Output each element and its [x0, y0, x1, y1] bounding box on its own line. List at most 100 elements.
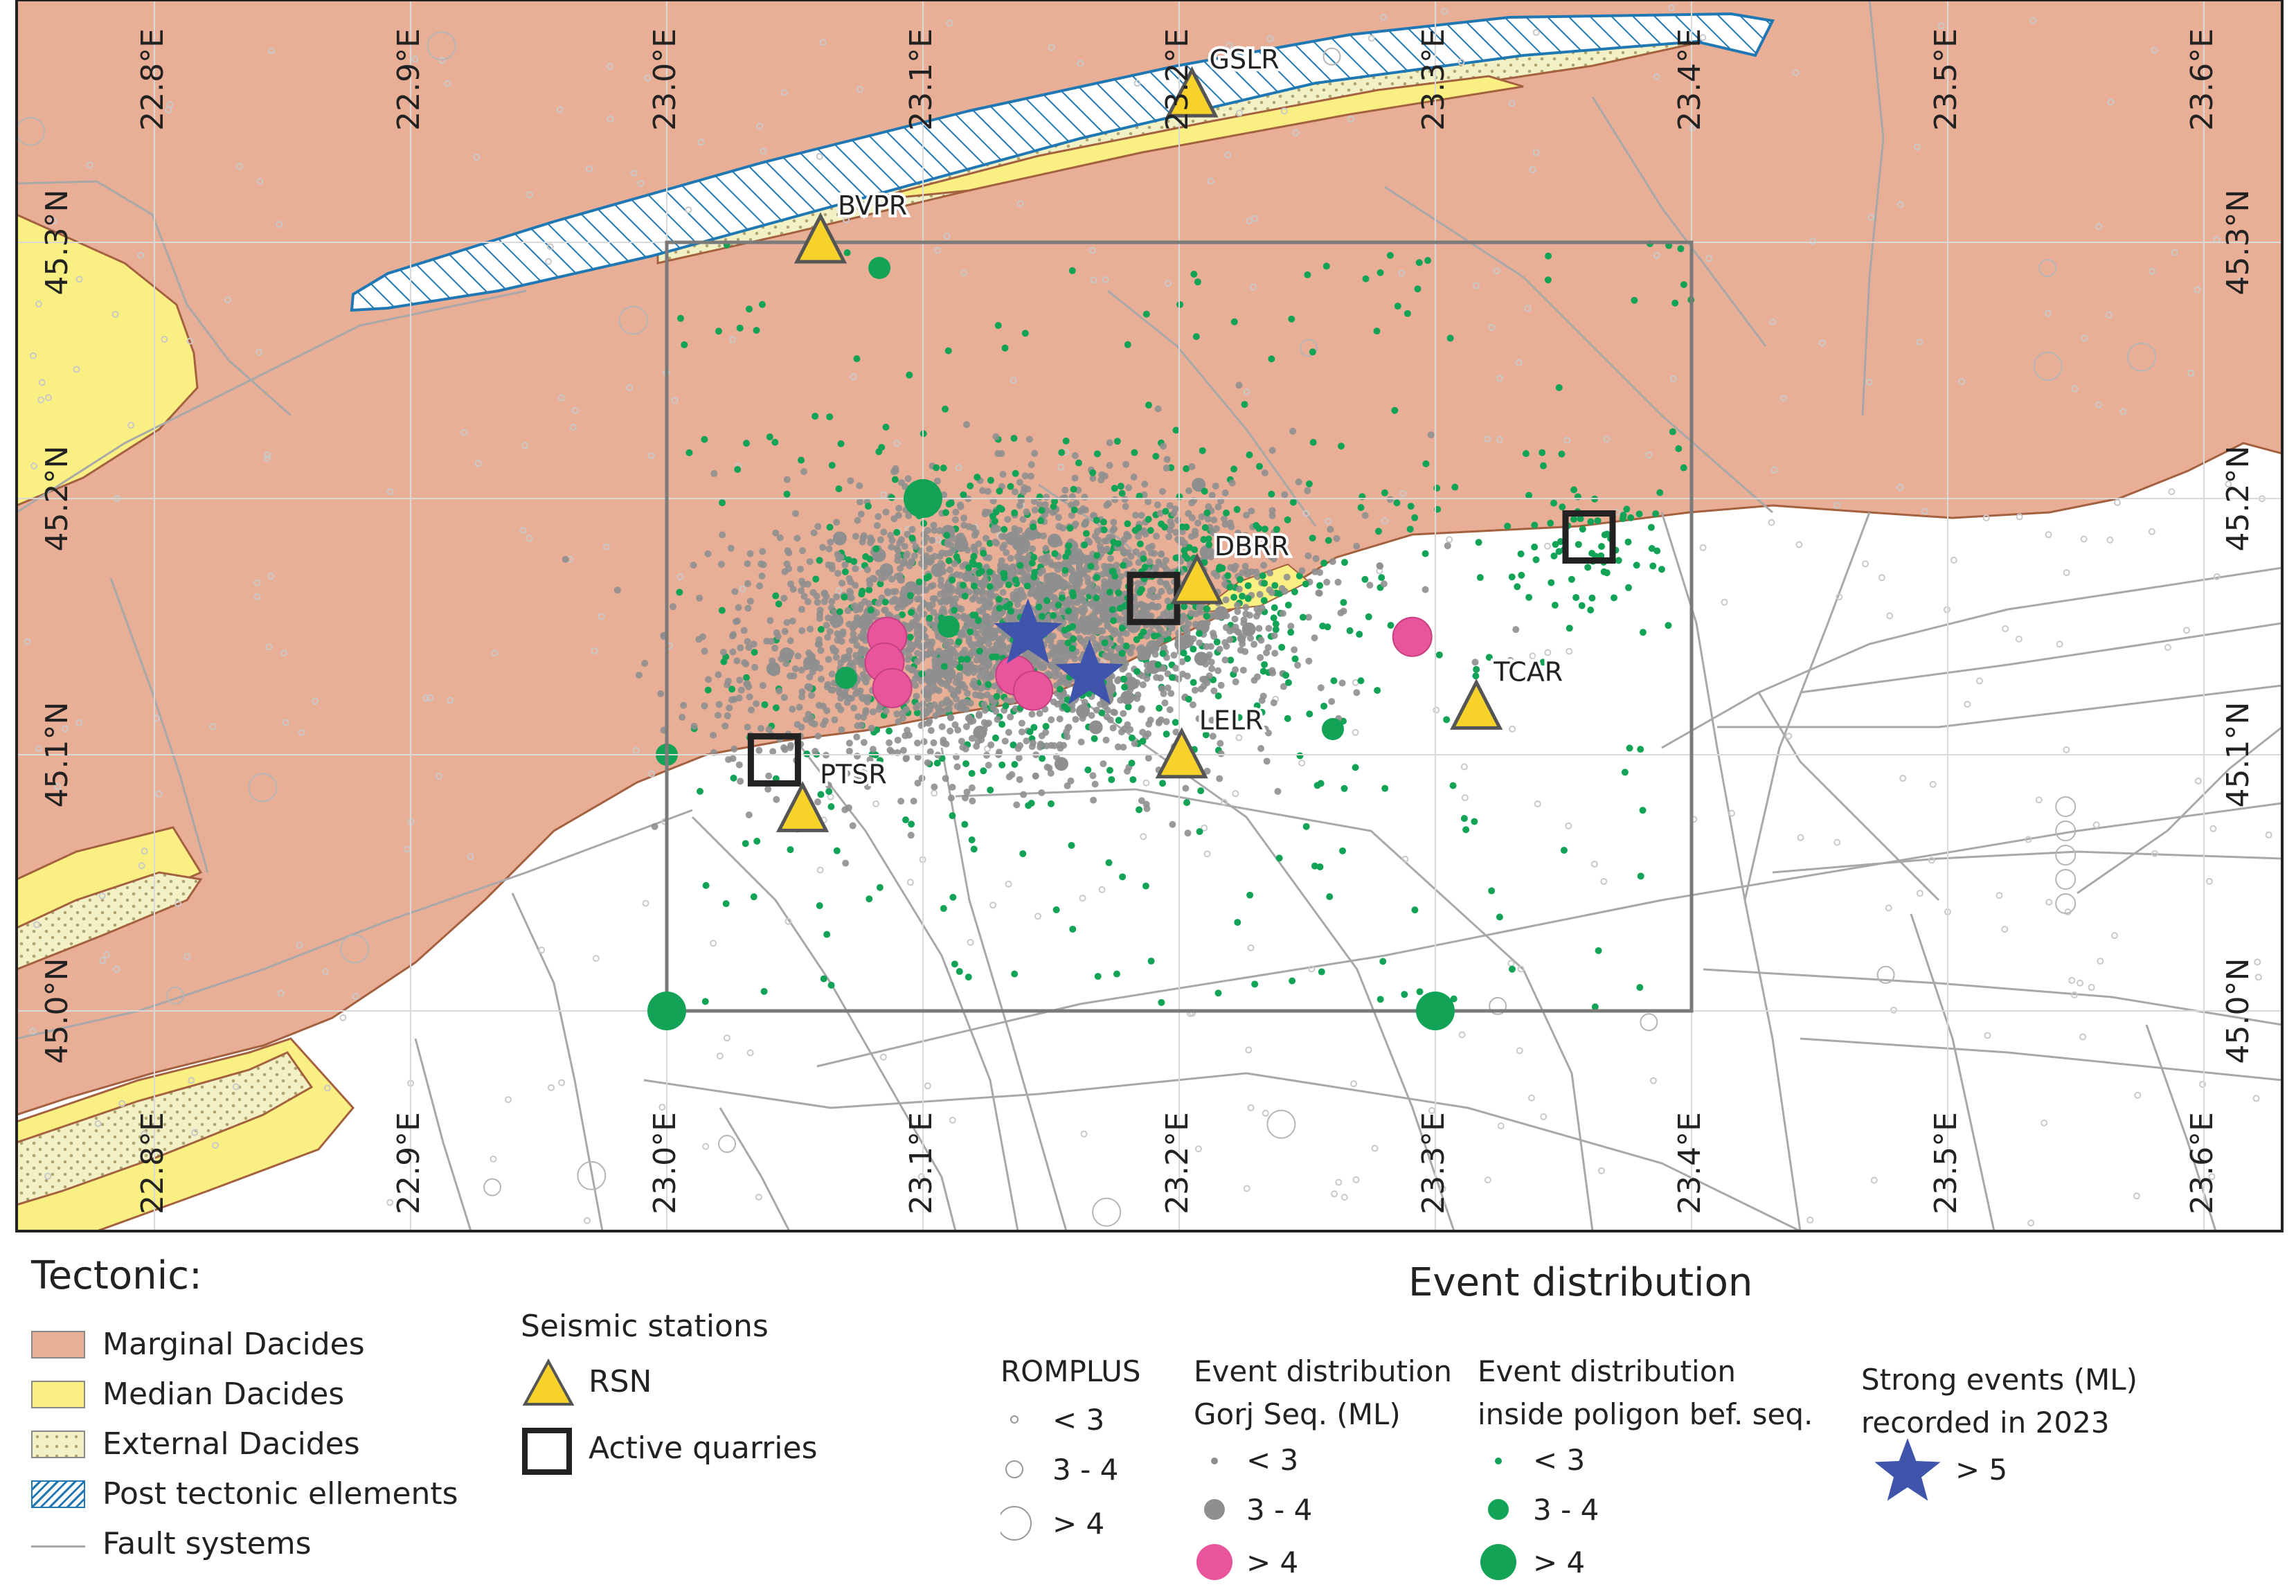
inside-legend-title-2: inside poligon bef. seq. [1478, 1397, 1813, 1431]
inside-3to4: 3 - 4 [1533, 1493, 1599, 1527]
fault-systems [17, 0, 2282, 1231]
gorj-3to4: 3 - 4 [1246, 1493, 1313, 1527]
gorj-large-event [1013, 670, 1054, 711]
romplus-events-layer [17, 4, 2272, 1227]
lat-label-right: 45.0°N [2221, 958, 2256, 1064]
station-label: PTSR [820, 759, 887, 789]
strong-event-star [994, 598, 1063, 664]
legend-rsn: RSN [589, 1364, 652, 1399]
star-icon [1874, 1438, 1941, 1501]
gorj-sequence-events-layer [562, 382, 1520, 867]
axis-labels: 22.8°E 22.8°E 22.9°E 22.9°E 23.0°E 23.0°E 23.1… [39, 28, 2256, 1214]
study-polygon [665, 240, 1694, 1013]
station-triangle [793, 212, 847, 264]
gorj-legend-title-1: Event distribution [1194, 1354, 1453, 1388]
strong-event-star [1055, 639, 1124, 705]
legend-marginal-dacides: Marginal Dacides [102, 1327, 365, 1362]
lon-label-bottom: 23.5°E [1928, 1112, 1964, 1214]
median-dacides-swatch [31, 1381, 85, 1408]
lon-label-bottom: 23.1°E [904, 1112, 939, 1214]
inside-large-event [1416, 992, 1455, 1030]
map-frame [15, 0, 2284, 1232]
external-dacides-south [17, 1051, 314, 1206]
gorj-large-event [1392, 616, 1433, 657]
event-distribution-title: Event distribution [1408, 1260, 1753, 1305]
legend-post-tectonic: Post tectonic ellements [102, 1476, 458, 1512]
strong-gt5: > 5 [1955, 1453, 2008, 1487]
post-tectonic-swatch [31, 1480, 85, 1508]
svg-text:TCAR: TCAR [1493, 656, 1563, 687]
lon-label-top: 22.8°E [135, 28, 170, 131]
post-tectonic-body [350, 12, 1775, 312]
station-label: LELR [1199, 706, 1264, 736]
legend-active-quarries: Active quarries [589, 1431, 818, 1466]
inside-lt3: < 3 [1533, 1443, 1586, 1477]
lon-label-top: 23.1°E [904, 28, 939, 131]
geological-map: GSLRGSLRBVPRBVPRDBRRDBRRTCARTCARLELRLELR… [15, 0, 2284, 1232]
inside-large-event [904, 479, 942, 518]
lon-label-top: 23.4°E [1672, 28, 1707, 131]
fault-systems-swatch [31, 1545, 85, 1548]
strong-legend-title-2: recorded in 2023 [1861, 1406, 2110, 1440]
quarry-square-icon [522, 1428, 572, 1475]
station-triangle [775, 780, 829, 832]
legend-median-dacides: Median Dacides [102, 1377, 345, 1412]
strong-legend-title-1: Strong events (ML) [1861, 1363, 2138, 1397]
lon-label-bottom: 23.3°E [1416, 1112, 1451, 1214]
svg-text:GSLR: GSLR [1210, 44, 1280, 75]
station-label: TCAR [1493, 656, 1563, 687]
inside-polygon-medium-events-layer [656, 257, 1344, 766]
romplus-legend-title: ROMPLUS [1001, 1354, 1141, 1388]
lat-label-left: 45.1°N [39, 702, 75, 808]
stations-legend-title: Seismic stations [521, 1309, 769, 1344]
station-label: DBRR [1214, 531, 1289, 562]
large-events-layer [647, 479, 1455, 1030]
gorj-lt3: < 3 [1246, 1443, 1299, 1477]
svg-text:BVPR: BVPR [838, 190, 907, 221]
quarry-marker [1562, 510, 1616, 564]
lon-label-top: 23.0°E [647, 28, 683, 131]
svg-text:DBRR: DBRR [1214, 531, 1289, 562]
rsn-triangle-icon [522, 1358, 575, 1406]
quarry-marker [747, 733, 801, 787]
romplus-symbols [1001, 1415, 1032, 1541]
stations-layer: GSLRGSLRBVPRBVPRDBRRDBRRTCARTCARLELRLELR… [775, 42, 1566, 832]
gorj-symbols [1196, 1458, 1232, 1580]
gorj-legend-title-2: Gorj Seq. (ML) [1194, 1397, 1401, 1431]
svg-text:PTSR: PTSR [820, 759, 887, 789]
svg-text:LELR: LELR [1199, 706, 1264, 736]
station-triangle [1165, 66, 1219, 118]
station-triangle [1170, 553, 1224, 604]
lon-label-top: 23.6°E [2185, 28, 2220, 131]
lon-label-bottom: 23.0°E [647, 1112, 683, 1214]
external-dacides-swatch [31, 1431, 85, 1458]
lon-label-top: 23.5°E [1928, 28, 1964, 131]
romplus-gt4: > 4 [1052, 1507, 1105, 1541]
tectonic-legend-title: Tectonic: [31, 1253, 202, 1298]
lat-label-right: 45.3°N [2221, 190, 2256, 296]
median-dacides-north [865, 75, 1524, 202]
lon-label-bottom: 22.9°E [391, 1112, 427, 1214]
romplus-lt3: < 3 [1052, 1403, 1105, 1437]
lon-label-bottom: 22.8°E [135, 1112, 170, 1214]
median-dacides-west [17, 213, 199, 507]
lat-label-left: 45.2°N [39, 446, 75, 552]
inside-legend-title-1: Event distribution [1478, 1354, 1737, 1388]
station-label: BVPR [838, 190, 907, 221]
gorj-large-event [872, 667, 913, 708]
lon-label-bottom: 23.6°E [2185, 1112, 2220, 1214]
lon-label-bottom: 23.4°E [1672, 1112, 1707, 1214]
lon-label-top: 22.9°E [391, 28, 427, 131]
legend-fault-systems: Fault systems [102, 1526, 312, 1561]
lon-label-bottom: 23.2°E [1160, 1112, 1195, 1214]
romplus-3to4: 3 - 4 [1052, 1453, 1119, 1487]
lon-label-top: 23.2°E [1160, 28, 1195, 131]
lat-label-left: 45.3°N [39, 190, 75, 296]
station-triangle [1155, 727, 1208, 779]
legend-external-dacides: External Dacides [102, 1426, 360, 1462]
station-label: GSLR [1210, 44, 1280, 75]
lon-label-top: 23.3°E [1416, 28, 1451, 131]
lat-label-right: 45.1°N [2221, 702, 2256, 808]
inside-gt4: > 4 [1533, 1545, 1586, 1579]
marginal-dacides-swatch [31, 1331, 85, 1359]
